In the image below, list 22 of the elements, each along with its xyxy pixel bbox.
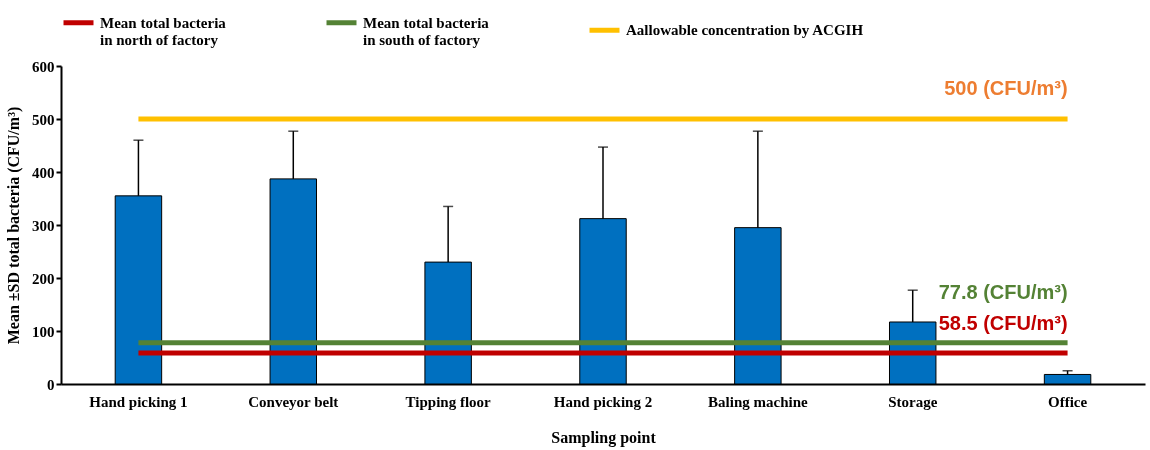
legend-label: Aallowable concentration by ACGIH xyxy=(626,22,864,39)
x-tick-label: Conveyor belt xyxy=(248,393,339,410)
annotation: 500 (CFU/m³) xyxy=(944,77,1068,99)
y-tick-label: 500 xyxy=(32,111,55,128)
y-axis-title: Mean ±SD total bacteria (CFU/m³) xyxy=(5,106,23,345)
y-tick-label: 100 xyxy=(32,323,55,340)
x-tick-label: Hand picking 1 xyxy=(89,393,188,410)
x-tick-label: Storage xyxy=(888,393,938,410)
y-tick-label: 300 xyxy=(32,217,55,234)
legend-label: Mean total bacteria in south of factory xyxy=(363,14,490,48)
legend-label: Mean total bacteria in north of factory xyxy=(100,14,227,48)
annotation: 58.5 (CFU/m³) xyxy=(938,311,1068,334)
annotation: 77.8 (CFU/m³) xyxy=(938,280,1068,303)
x-axis-title: Sampling point xyxy=(551,428,657,447)
x-tick-label: Office xyxy=(1048,393,1088,410)
x-tick-label: Tipping floor xyxy=(405,393,492,410)
y-tick-label: 0 xyxy=(47,376,55,393)
x-tick-label: Baling machine xyxy=(708,393,808,410)
y-tick-label: 200 xyxy=(32,270,55,287)
y-tick-label: 400 xyxy=(32,164,55,181)
y-tick-label: 600 xyxy=(32,58,55,75)
x-tick-label: Hand picking 2 xyxy=(553,393,653,410)
